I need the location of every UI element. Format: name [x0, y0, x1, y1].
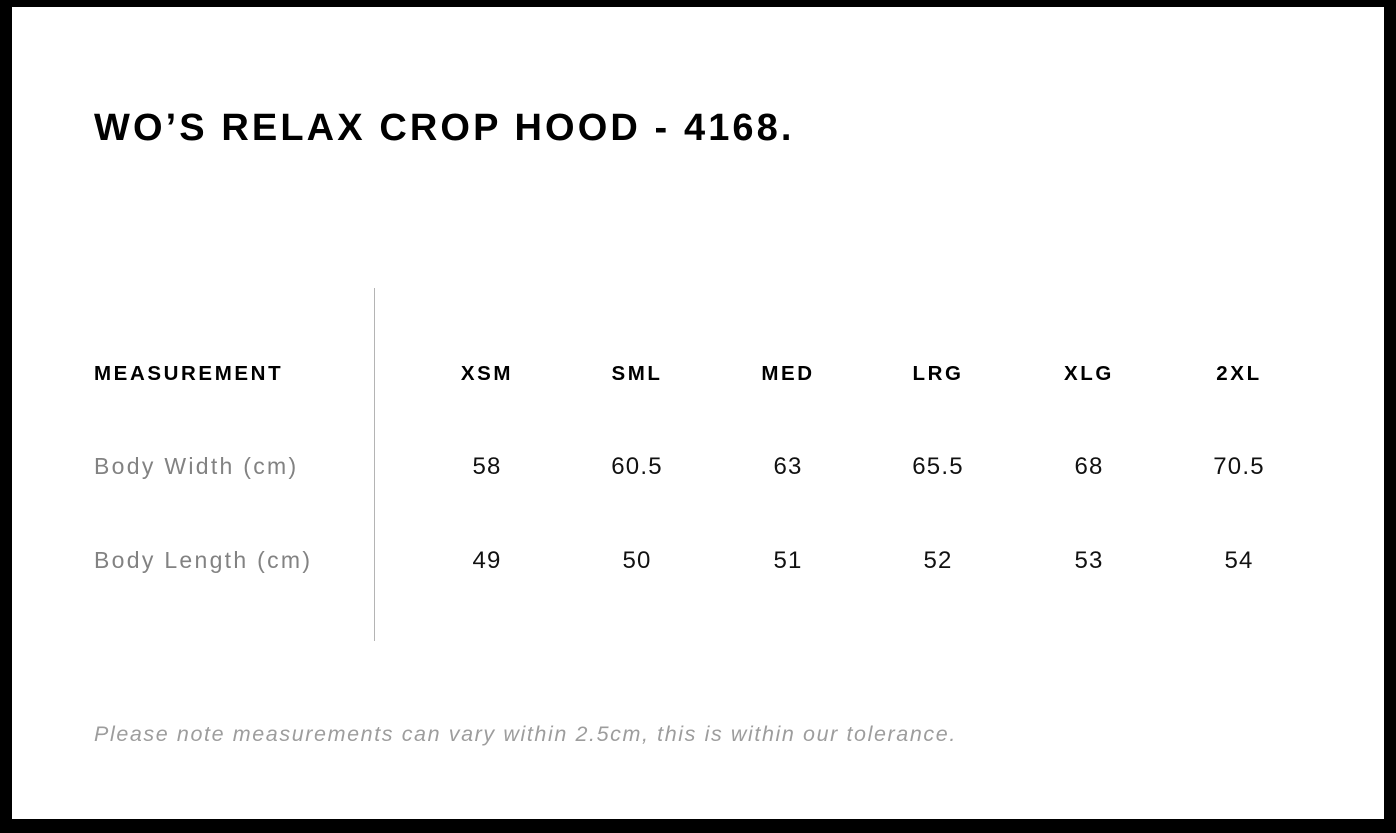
cell-body-length-lrg: 52 [923, 547, 953, 574]
column-header-sml: SML [611, 362, 663, 385]
page-title: WO’S RELAX CROP HOOD - 4168. [94, 107, 795, 149]
column-header-med: MED [761, 362, 815, 385]
column-divider [374, 288, 375, 641]
chart-card: WO’S RELAX CROP HOOD - 4168. MEASUREMENT… [12, 7, 1384, 819]
column-header-lrg: LRG [912, 362, 964, 385]
cell-body-width-med: 63 [773, 453, 803, 480]
tolerance-note: Please note measurements can vary within… [94, 722, 957, 746]
cell-body-length-xsm: 49 [472, 547, 502, 574]
cell-body-width-2xl: 70.5 [1213, 453, 1265, 480]
column-header-xlg: XLG [1064, 362, 1114, 385]
column-header-measurement: MEASUREMENT [94, 362, 284, 385]
cell-body-length-xlg: 53 [1074, 547, 1104, 574]
column-header-xsm: XSM [460, 362, 514, 385]
cell-body-width-lrg: 65.5 [912, 453, 964, 480]
column-header-2xl: 2XL [1216, 362, 1262, 385]
cell-body-length-2xl: 54 [1224, 547, 1254, 574]
cell-body-length-med: 51 [773, 547, 803, 574]
row-label-body-length: Body Length (cm) [94, 547, 313, 573]
row-label-body-width: Body Width (cm) [94, 453, 299, 479]
cell-body-length-sml: 50 [622, 547, 652, 574]
size-table: MEASUREMENT XSM SML MED LRG XLG 2XL Body… [12, 7, 1384, 819]
cell-body-width-sml: 60.5 [611, 453, 663, 480]
cell-body-width-xsm: 58 [472, 453, 502, 480]
cell-body-width-xlg: 68 [1074, 453, 1104, 480]
